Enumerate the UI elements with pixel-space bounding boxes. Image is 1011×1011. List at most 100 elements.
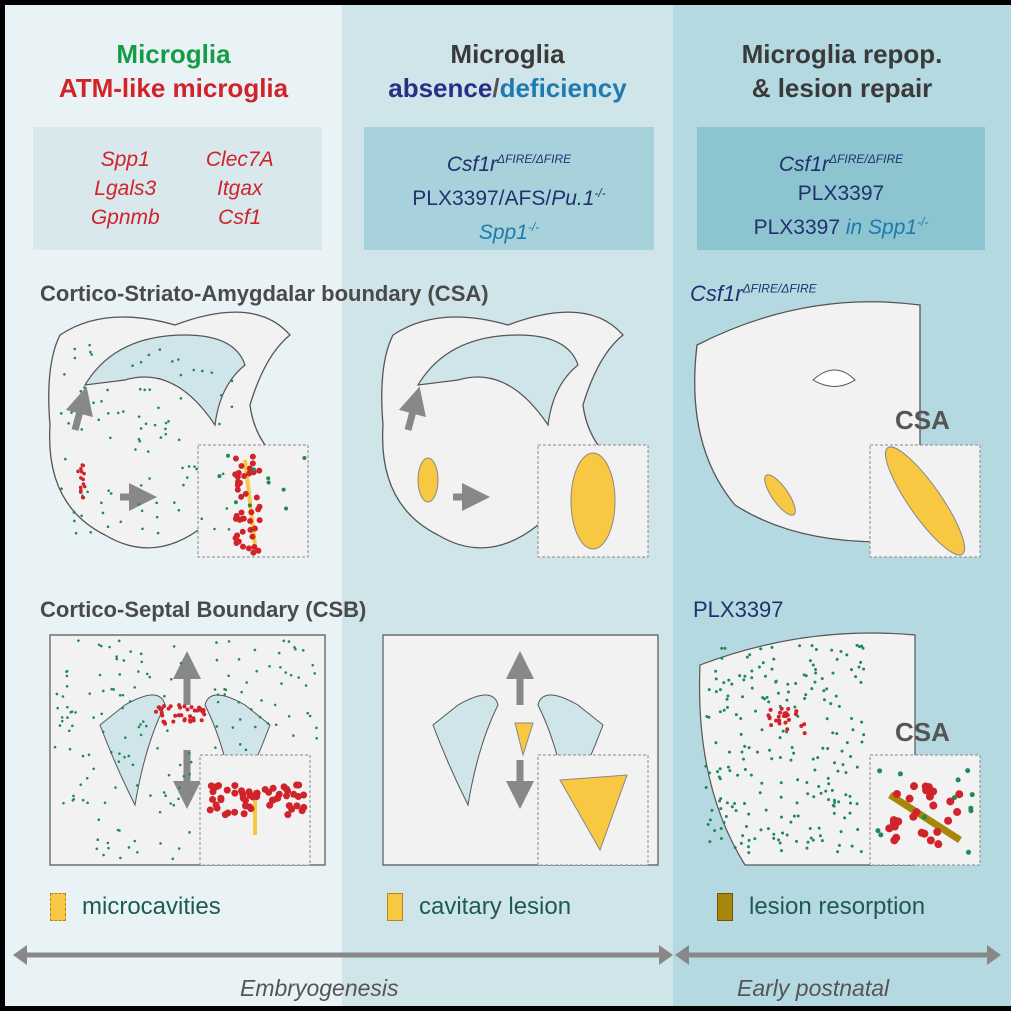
microglia-dot <box>102 689 105 693</box>
microglia-dot <box>890 836 899 845</box>
microglia-dot <box>172 645 176 648</box>
section-csb: Cortico-Septal Boundary (CSB) <box>40 597 367 622</box>
microglia-dot <box>171 719 176 724</box>
microglia-dot <box>789 820 793 824</box>
microglia-dot <box>250 549 257 556</box>
microglia-dot <box>139 652 143 656</box>
microglia-dot <box>178 763 182 767</box>
legend-label: microcavities <box>82 893 221 920</box>
microglia-dot <box>767 716 772 721</box>
microglia-dot <box>802 722 807 727</box>
microglia-dot <box>802 673 806 677</box>
microglia-dot <box>189 705 194 710</box>
microglia-dot <box>878 832 884 838</box>
microglia-dot <box>728 769 732 773</box>
microglia-dot <box>311 663 315 667</box>
microglia-dot <box>742 757 746 761</box>
microglia-dot <box>706 823 710 827</box>
microglia-dot <box>859 660 863 664</box>
microglia-dot <box>209 795 217 803</box>
microglia-dot <box>115 657 119 661</box>
microglia-dot <box>734 809 738 813</box>
microglia-dot <box>233 500 238 505</box>
microglia-dot <box>179 373 183 377</box>
microglia-dot <box>779 815 783 819</box>
superscript: -/- <box>527 220 540 234</box>
microglia-dot <box>733 845 737 849</box>
microglia-dot <box>944 816 953 825</box>
microglia-dot <box>813 680 817 684</box>
microglia-dot <box>848 794 852 798</box>
microglia-dot <box>966 849 972 855</box>
microglia-dot <box>157 406 160 410</box>
microglia-dot <box>241 472 248 479</box>
microglia-dot <box>182 483 185 487</box>
microglia-dot <box>266 480 271 485</box>
microglia-dot <box>100 399 103 403</box>
microglia-dot <box>774 718 779 723</box>
microglia-dot <box>179 397 183 400</box>
microglia-dot <box>101 730 105 734</box>
title-sep: / <box>492 73 500 103</box>
microglia-dot <box>103 801 107 805</box>
microglia-dot <box>772 836 776 840</box>
microglia-dot <box>72 794 75 798</box>
microglia-dot <box>100 712 104 716</box>
microglia-dot <box>65 685 69 688</box>
legend-lesion-resorption: lesion resorption <box>717 893 925 921</box>
microglia-dot <box>861 646 865 650</box>
microglia-dot <box>81 754 85 758</box>
microglia-dot <box>750 676 754 680</box>
microglia-dot <box>765 695 769 699</box>
microglia-dot <box>169 802 172 805</box>
microglia-dot <box>718 688 722 692</box>
microglia-dot <box>804 693 808 697</box>
microglia-dot <box>757 665 761 669</box>
title-absence: absence <box>388 73 493 103</box>
microglia-dot <box>747 746 751 750</box>
microglia-dot <box>121 706 124 710</box>
microglia-dot <box>830 788 834 792</box>
microglia-dot <box>110 687 113 691</box>
microglia-dot <box>217 796 225 804</box>
microglia-dot <box>719 807 723 811</box>
microglia-dot <box>58 724 62 727</box>
microglia-dot <box>143 388 147 392</box>
microglia-dot <box>238 462 245 469</box>
microglia-dot <box>145 672 149 676</box>
microglia-dot <box>116 411 120 415</box>
microglia-dot <box>304 684 308 687</box>
microglia-dot <box>835 657 839 661</box>
inset-lesion <box>884 446 966 556</box>
microglia-dot <box>217 474 222 479</box>
microglia-dot <box>187 465 191 468</box>
microglia-dot <box>185 476 189 479</box>
model: PLX3397 <box>753 216 841 239</box>
microglia-dot <box>256 503 263 510</box>
microglia-dot <box>67 729 71 733</box>
microglia-dot <box>153 709 158 714</box>
microglia-dot <box>158 810 162 814</box>
microglia-dot <box>955 790 964 799</box>
microglia-dot <box>837 704 841 708</box>
microglia-dot <box>238 787 246 795</box>
label-csf1r: Csf1rΔFIRE/ΔFIRE <box>690 281 817 307</box>
microglia-dot <box>781 729 785 733</box>
microglia-dot <box>115 655 118 658</box>
model: PLX3397/AFS/ <box>412 187 552 210</box>
microglia-dot <box>218 422 221 426</box>
microglia-dot <box>255 547 262 554</box>
microglia-dot <box>810 644 814 648</box>
microglia-dot <box>770 645 774 649</box>
microglia-dot <box>719 826 723 830</box>
microglia-dot <box>140 509 144 513</box>
microglia-dot <box>795 839 799 843</box>
microglia-dot <box>223 693 227 696</box>
microglia-dot <box>725 697 729 701</box>
microglia-dot <box>246 465 253 472</box>
microglia-dot <box>256 467 263 474</box>
microglia-dot <box>832 804 836 808</box>
legend-cavitary-lesion: cavitary lesion <box>387 893 571 921</box>
microglia-dot <box>287 714 291 718</box>
